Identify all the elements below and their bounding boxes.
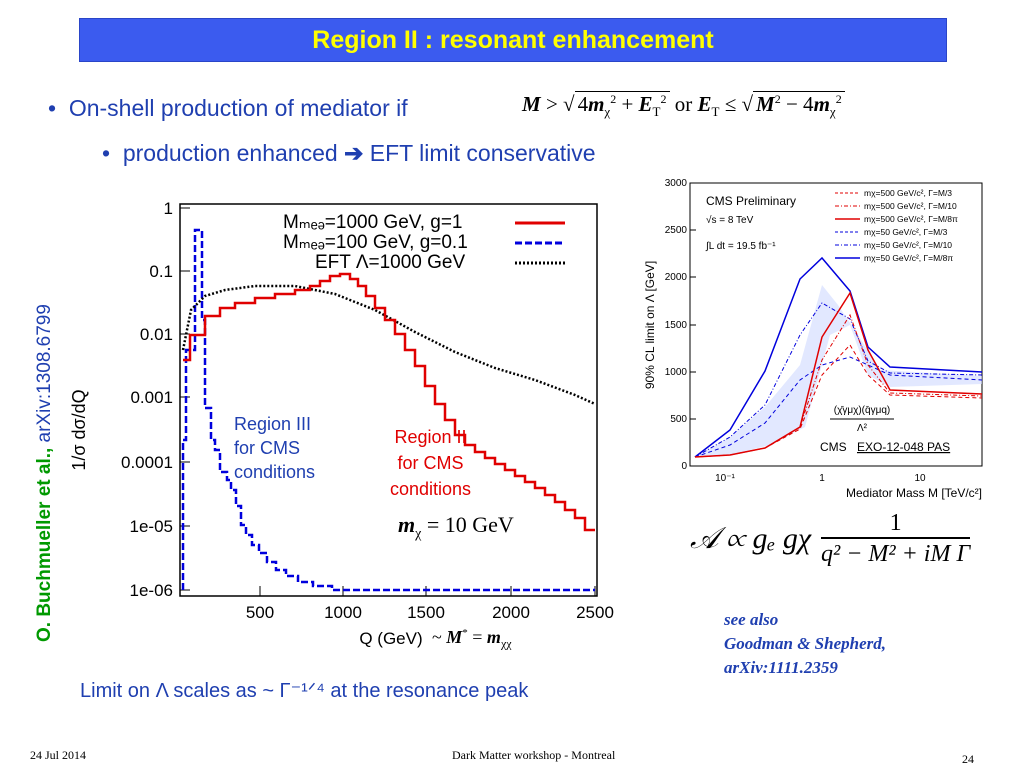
y-axis-label: 1/σ dσ/dQ (69, 389, 89, 470)
amplitude-lhs: 𝒜 ∝ gₑ gχ (690, 522, 812, 555)
xtick-label: 10⁻¹ (715, 473, 735, 484)
bullet-2: • production enhanced ➔ EFT limit conser… (102, 140, 596, 167)
amplitude-fraction: 1 q² − M² + iM Γ (821, 510, 971, 568)
legend-entry: mχ=50 GeV/c², Γ=M/10 (864, 240, 952, 250)
ytick-label: 2000 (665, 272, 688, 283)
ytick-label: 1e-05 (130, 517, 173, 536)
ytick-label: 0.01 (140, 325, 173, 344)
slide-title: Region II : resonant enhancement (79, 18, 947, 62)
limit-scaling-text: Limit on Λ scales as ~ Γ⁻¹ᐟ⁴ at the reso… (80, 680, 529, 702)
ytick-label: 1e-06 (130, 581, 173, 600)
curve-50gev-8pi (694, 256, 983, 458)
mediator-condition-formula: M > √ 4mχ2 + ET2 or ET ≤ √ M2 − 4mχ2 (522, 91, 845, 120)
legend-entry: mχ=500 GeV/c², Γ=M/10 (864, 201, 957, 211)
citation-vertical: O. Buchmueller et al., arXiv:1308.6799 (34, 304, 56, 642)
ytick-label: 0.001 (130, 388, 173, 407)
histogram-red-1000gev (183, 272, 595, 532)
amplitude-formula: 𝒜 ∝ gₑ gχ 1 q² − M² + iM Γ (690, 510, 971, 568)
ytick-label: 2500 (665, 225, 688, 236)
curve-500gev-m10 (694, 313, 983, 458)
arrow-right-icon: ➔ (344, 140, 364, 166)
see-also-line: arXiv:1111.2359 (724, 658, 838, 677)
xtick-label: 1500 (407, 603, 445, 622)
footer-center: Dark Matter workshop - Montreal (452, 748, 616, 762)
region2-label: Region II for CMS conditions (390, 424, 471, 502)
footer-date: 24 Jul 2014 (30, 748, 87, 762)
ytick-label: 0.1 (149, 262, 173, 281)
footer-page-number: 24 (962, 752, 974, 766)
energy-label: √s = 8 TeV (706, 214, 754, 226)
bullet-2-text: production enhanced (122, 140, 338, 166)
lumi-label: ∫L dt = 19.5 fb⁻¹ (705, 241, 776, 252)
xtick-label: 2000 (492, 603, 530, 622)
left-plot-frame (179, 203, 598, 597)
xtick-label: 10 (914, 473, 926, 484)
operator-numerator: (χ̄γμχ)(q̄γμq) (834, 405, 890, 416)
histogram-black-eft (181, 284, 596, 406)
bullet-1: • On-shell production of mediator if (48, 95, 408, 122)
legend-entry-blue: Mₘₑₔ=100 GeV, g=0.1 (283, 232, 468, 253)
right-limit-plot: 0 500 1000 1500 2000 2500 3000 10⁻¹ 1 10… (643, 178, 983, 500)
bullet-2-tail: EFT limit conservative (369, 140, 596, 166)
ytick-label: 0 (681, 461, 687, 472)
curve-50gev-m10 (694, 302, 983, 458)
amplitude-denominator: q² − M² + iM Γ (821, 537, 971, 568)
operator-denominator: Λ² (857, 423, 868, 434)
region2-line: Region II (394, 427, 467, 447)
y-axis-label: 90% CL limit on Λ [GeV] (643, 261, 657, 389)
histogram-blue-100gev (181, 228, 595, 592)
xtick-label: 500 (246, 603, 274, 622)
region2-line: conditions (390, 479, 472, 499)
curve-50gev-m3 (694, 356, 983, 458)
legend-entry-red: Mₘₑₔ=1000 GeV, g=1 (283, 212, 463, 233)
ytick-label: 0.0001 (121, 453, 173, 472)
ytick-label: 1500 (665, 320, 688, 331)
region3-line: Region III (234, 414, 312, 434)
x-axis-label: Q (GeV) (359, 629, 422, 648)
x-axis-label: Mediator Mass M [TeV/c²] (846, 486, 982, 500)
cms-ref-prefix: CMS (820, 440, 847, 454)
shaded-band (695, 285, 982, 457)
mstar-label: ~ M* = mχχ (432, 627, 512, 651)
curve-500gev-m3 (694, 344, 983, 458)
legend-entry: mχ=500 GeV/c², Γ=M/8π (864, 214, 958, 224)
see-also-line: Goodman & Shepherd, (724, 634, 886, 653)
cms-ref-link: EXO-12-048 PAS (857, 440, 950, 454)
ytick-label: 500 (670, 414, 687, 425)
region3-label: Region III for CMS conditions (234, 412, 315, 484)
ytick-label: 1000 (665, 367, 688, 378)
left-distribution-plot: 1 0.1 0.01 0.001 0.0001 1e-05 1e-06 500 … (69, 199, 614, 648)
see-also-line: see also (724, 610, 779, 629)
xtick-label: 1 (819, 473, 825, 484)
mchi-label: mχ = 10 GeV (398, 512, 514, 542)
legend-entry: mχ=500 GeV/c², Γ=M/3 (864, 188, 952, 198)
legend-entry-black: EFT Λ=1000 GeV (315, 252, 465, 273)
legend-entry: mχ=50 GeV/c², Γ=M/3 (864, 227, 948, 237)
ytick-label: 3000 (665, 178, 688, 189)
xtick-label: 2500 (576, 603, 614, 622)
citation-arxiv: arXiv:1308.6799 (34, 304, 55, 443)
see-also-reference: see also Goodman & Shepherd, arXiv:1111.… (724, 608, 886, 680)
bullet-1-text: On-shell production of mediator if (68, 95, 408, 121)
region2-line: for CMS (397, 453, 464, 473)
bullet-dot: • (48, 95, 69, 121)
bullet-dot: • (102, 140, 123, 166)
region3-line: for CMS (234, 438, 301, 458)
legend-entry: mχ=50 GeV/c², Γ=M/8π (864, 253, 953, 263)
ytick-label: 1 (164, 199, 173, 218)
cms-preliminary: CMS Preliminary (706, 194, 796, 208)
citation-author: O. Buchmueller et al., (34, 447, 55, 642)
right-legend: mχ=500 GeV/c², Γ=M/3 mχ=500 GeV/c², Γ=M/… (835, 188, 958, 263)
xtick-label: 1000 (324, 603, 362, 622)
region3-line: conditions (234, 462, 316, 482)
amplitude-numerator: 1 (889, 510, 902, 536)
